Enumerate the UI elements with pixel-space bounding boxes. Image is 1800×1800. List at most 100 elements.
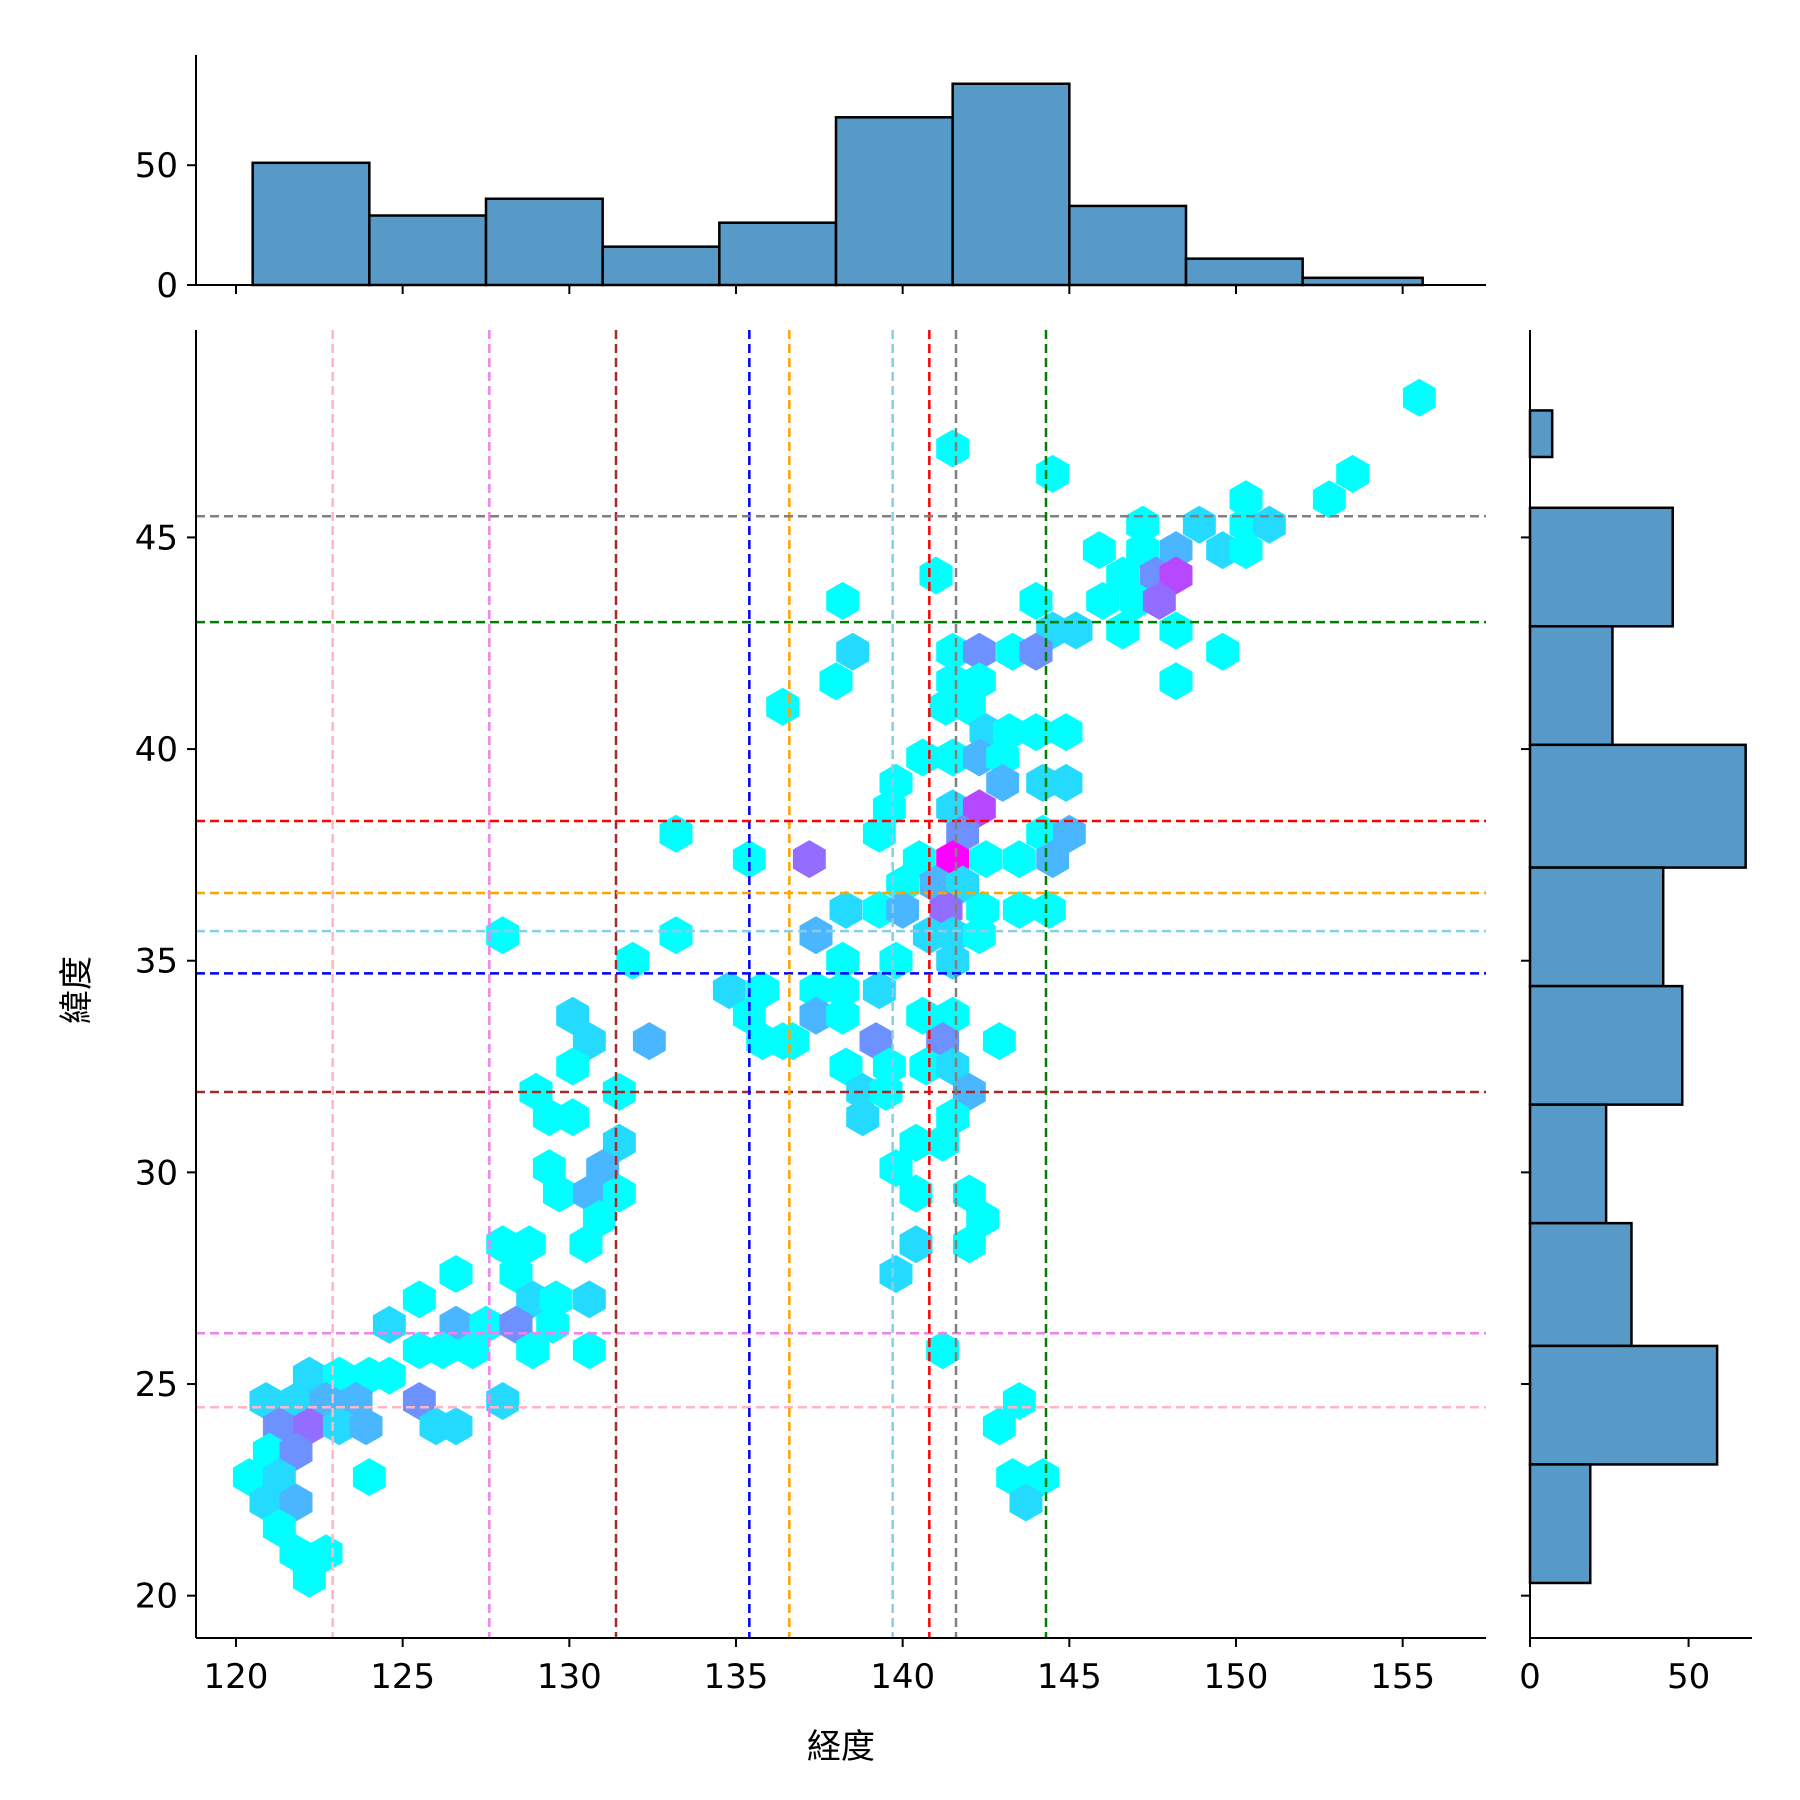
- top-hist-bar: [1068, 204, 1188, 287]
- hexbin-cell: [456, 1331, 490, 1370]
- right-hist-bar: [1528, 625, 1614, 747]
- hexbin-cell: [936, 941, 970, 980]
- hexbin-cell: [879, 1149, 913, 1188]
- hexbin-cell: [659, 814, 693, 853]
- hexbin-cell: [512, 1225, 546, 1264]
- hexbin-cell: [982, 1022, 1016, 1061]
- hexbin-cell: [616, 941, 650, 980]
- hexbin-cell: [836, 632, 870, 671]
- hexbin-cell: [829, 1047, 863, 1086]
- hexbin-cell: [919, 556, 953, 595]
- reference-lines: [196, 330, 1486, 1638]
- hexbin-cell: [899, 1123, 933, 1162]
- hexbin-cell: [952, 687, 986, 726]
- x-tick-label: 130: [537, 1657, 602, 1697]
- hexbin-cell: [819, 662, 853, 701]
- hexbin-cell: [402, 1280, 436, 1319]
- hexbin-cell: [572, 1022, 606, 1061]
- hexbin-cell: [632, 1022, 666, 1061]
- axes: 120 125 130 135 140 145 150 155 20 25 30 35 40 45 0 50 0…: [135, 55, 1752, 1697]
- hexbin-cell: [909, 1047, 943, 1086]
- hexbin-cell: [1229, 480, 1263, 519]
- hexbin-cell: [826, 941, 860, 980]
- top-hist-bar: [718, 221, 838, 287]
- hexbin-cell: [962, 789, 996, 828]
- hexbin-cell: [826, 971, 860, 1010]
- hexbin-cell: [232, 1458, 266, 1497]
- hexbin-cell: [1019, 632, 1053, 671]
- x-tick-label: 155: [1370, 1657, 1435, 1697]
- hexbin-cell: [982, 1407, 1016, 1446]
- main-hexbin-plot: [196, 330, 1486, 1638]
- top-hist-y-tick-label: 50: [135, 146, 178, 186]
- hexbin-cell: [556, 996, 590, 1035]
- hexbin-cell: [1002, 890, 1036, 929]
- top-hist-bar: [484, 197, 604, 287]
- hexbin-cell: [886, 890, 920, 929]
- hexbin-cell: [1159, 611, 1193, 650]
- hexbin-cell: [1009, 1483, 1043, 1522]
- hexbin-cell: [732, 840, 766, 879]
- hexbin-cell: [1206, 632, 1240, 671]
- y-tick-label: 45: [135, 518, 178, 558]
- top-marginal-histogram: [251, 82, 1424, 287]
- hexbin-cell: [862, 971, 896, 1010]
- hexbin-cell: [766, 687, 800, 726]
- hexbin-cell: [846, 1098, 880, 1137]
- right-hist-bar: [1528, 1344, 1719, 1466]
- y-axis-label: 緯度: [57, 956, 97, 1024]
- hexbin-cell: [1049, 763, 1083, 802]
- hexbin-cell: [1086, 581, 1120, 620]
- y-tick-label: 25: [135, 1365, 178, 1405]
- hexbin-cell: [826, 996, 860, 1035]
- hexbin-cell: [799, 916, 833, 955]
- hexbin-cell: [969, 840, 1003, 879]
- hexbin-cell: [826, 581, 860, 620]
- right-hist-bar: [1528, 1221, 1633, 1348]
- hexbin-cell: [1336, 454, 1370, 493]
- x-tick-label: 120: [204, 1657, 269, 1697]
- right-hist-bar: [1528, 1463, 1592, 1585]
- hexbin-cell: [279, 1432, 313, 1471]
- hexbin-cell: [799, 996, 833, 1035]
- x-tick-label: 150: [1204, 1657, 1269, 1697]
- hexbin-cell: [829, 890, 863, 929]
- hexbin-cell: [962, 632, 996, 671]
- hexbin-cell: [1032, 890, 1066, 929]
- hexbin-cell: [602, 1174, 636, 1213]
- right-hist-bar: [1528, 409, 1554, 459]
- right-hist-bar: [1528, 866, 1665, 988]
- right-hist-bar: [1528, 743, 1747, 869]
- hexbin-cell: [1312, 480, 1346, 519]
- y-tick-label: 20: [135, 1577, 178, 1617]
- right-hist-bar: [1528, 506, 1674, 628]
- hexbin-cell: [659, 916, 693, 955]
- hexbin-cell: [1402, 378, 1436, 417]
- hexbin-cell: [1049, 713, 1083, 752]
- hexbin-cell: [572, 1280, 606, 1319]
- x-tick-label: 125: [370, 1657, 435, 1697]
- right-hist-x-tick-label: 0: [1519, 1657, 1541, 1697]
- hexbin-cell: [936, 738, 970, 777]
- hexbin-cell: [926, 1331, 960, 1370]
- hexbin-cell: [712, 971, 746, 1010]
- hexbin-cells: [232, 378, 1436, 1598]
- hexbin-cell: [556, 1047, 590, 1086]
- hexbin-cell: [906, 738, 940, 777]
- top-hist-y-tick-label: 0: [156, 266, 178, 306]
- hexbin-cell: [799, 971, 833, 1010]
- top-hist-bar: [951, 82, 1071, 287]
- hexbin-cell: [499, 1255, 533, 1293]
- hexbin-cell: [902, 840, 936, 879]
- top-hist-bar: [1301, 276, 1424, 287]
- hexbin-cell: [1036, 840, 1070, 879]
- x-tick-label: 145: [1037, 1657, 1102, 1697]
- hexbin-cell: [899, 1225, 933, 1264]
- hexbin-cell: [439, 1255, 473, 1293]
- hexbin-cell: [486, 916, 520, 955]
- hexbin-cell: [1142, 581, 1176, 620]
- hexbin-cell: [439, 1407, 473, 1446]
- hexbin-cell: [486, 1225, 520, 1264]
- hexbin-cell: [1059, 611, 1093, 650]
